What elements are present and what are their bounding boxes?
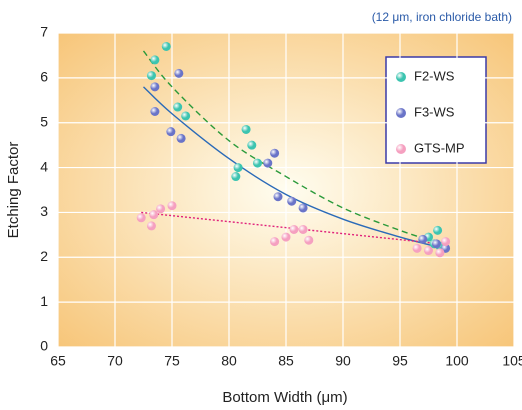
marker xyxy=(231,172,241,182)
marker xyxy=(181,111,191,121)
x-tick-label: 65 xyxy=(50,353,66,369)
y-tick-label: 2 xyxy=(40,248,48,264)
marker xyxy=(241,124,251,134)
marker xyxy=(150,82,160,92)
marker xyxy=(424,246,433,256)
marker xyxy=(270,237,280,247)
marker xyxy=(263,158,273,168)
marker xyxy=(289,224,299,234)
marker xyxy=(431,239,441,249)
x-tick-label: 70 xyxy=(107,353,123,369)
marker xyxy=(298,203,308,213)
marker xyxy=(161,41,171,51)
x-tick-label: 90 xyxy=(335,353,351,369)
marker xyxy=(253,158,262,168)
marker xyxy=(174,68,184,78)
marker xyxy=(287,196,297,206)
y-axis-label: Etching Factor xyxy=(5,142,22,239)
marker xyxy=(412,243,422,253)
y-tick-label: 0 xyxy=(40,338,48,354)
marker xyxy=(435,248,445,258)
marker xyxy=(149,210,159,220)
marker xyxy=(270,148,280,158)
x-tick-label: 75 xyxy=(164,353,180,369)
marker xyxy=(176,133,186,143)
legend-label: F3-WS xyxy=(414,104,455,119)
marker xyxy=(167,201,177,211)
y-tick-label: 4 xyxy=(40,158,48,174)
y-tick-label: 3 xyxy=(40,203,48,219)
marker xyxy=(433,225,443,235)
x-tick-label: 105 xyxy=(502,353,522,369)
marker xyxy=(247,140,257,150)
marker xyxy=(304,235,314,245)
marker xyxy=(173,102,183,112)
trend-line xyxy=(142,50,435,243)
y-tick-label: 1 xyxy=(40,293,48,309)
subtitle: (12 μm, iron chloride bath) xyxy=(372,10,512,24)
marker xyxy=(441,237,451,247)
x-tick-label: 80 xyxy=(221,353,237,369)
marker xyxy=(146,71,156,81)
marker xyxy=(418,234,428,244)
y-tick-label: 7 xyxy=(40,24,48,40)
legend-marker xyxy=(396,108,406,118)
marker xyxy=(281,232,291,242)
x-axis-label: Bottom Width (μm) xyxy=(222,389,347,406)
x-tick-label: 100 xyxy=(445,353,469,369)
x-tick-label: 95 xyxy=(392,353,408,369)
marker xyxy=(166,127,176,137)
legend-marker xyxy=(396,144,406,154)
marker xyxy=(273,192,283,202)
y-tick-label: 5 xyxy=(40,113,48,129)
marker xyxy=(156,204,166,214)
marker xyxy=(298,224,308,234)
legend-marker xyxy=(396,72,406,82)
x-tick-label: 85 xyxy=(278,353,294,369)
marker xyxy=(150,107,160,116)
legend-label: F2-WS xyxy=(414,68,455,83)
marker xyxy=(233,163,243,173)
trend-line xyxy=(143,86,435,247)
y-tick-label: 6 xyxy=(40,69,48,85)
marker xyxy=(136,213,146,223)
legend-label: GTS-MP xyxy=(414,140,465,155)
marker xyxy=(146,221,156,231)
marker xyxy=(150,55,160,65)
